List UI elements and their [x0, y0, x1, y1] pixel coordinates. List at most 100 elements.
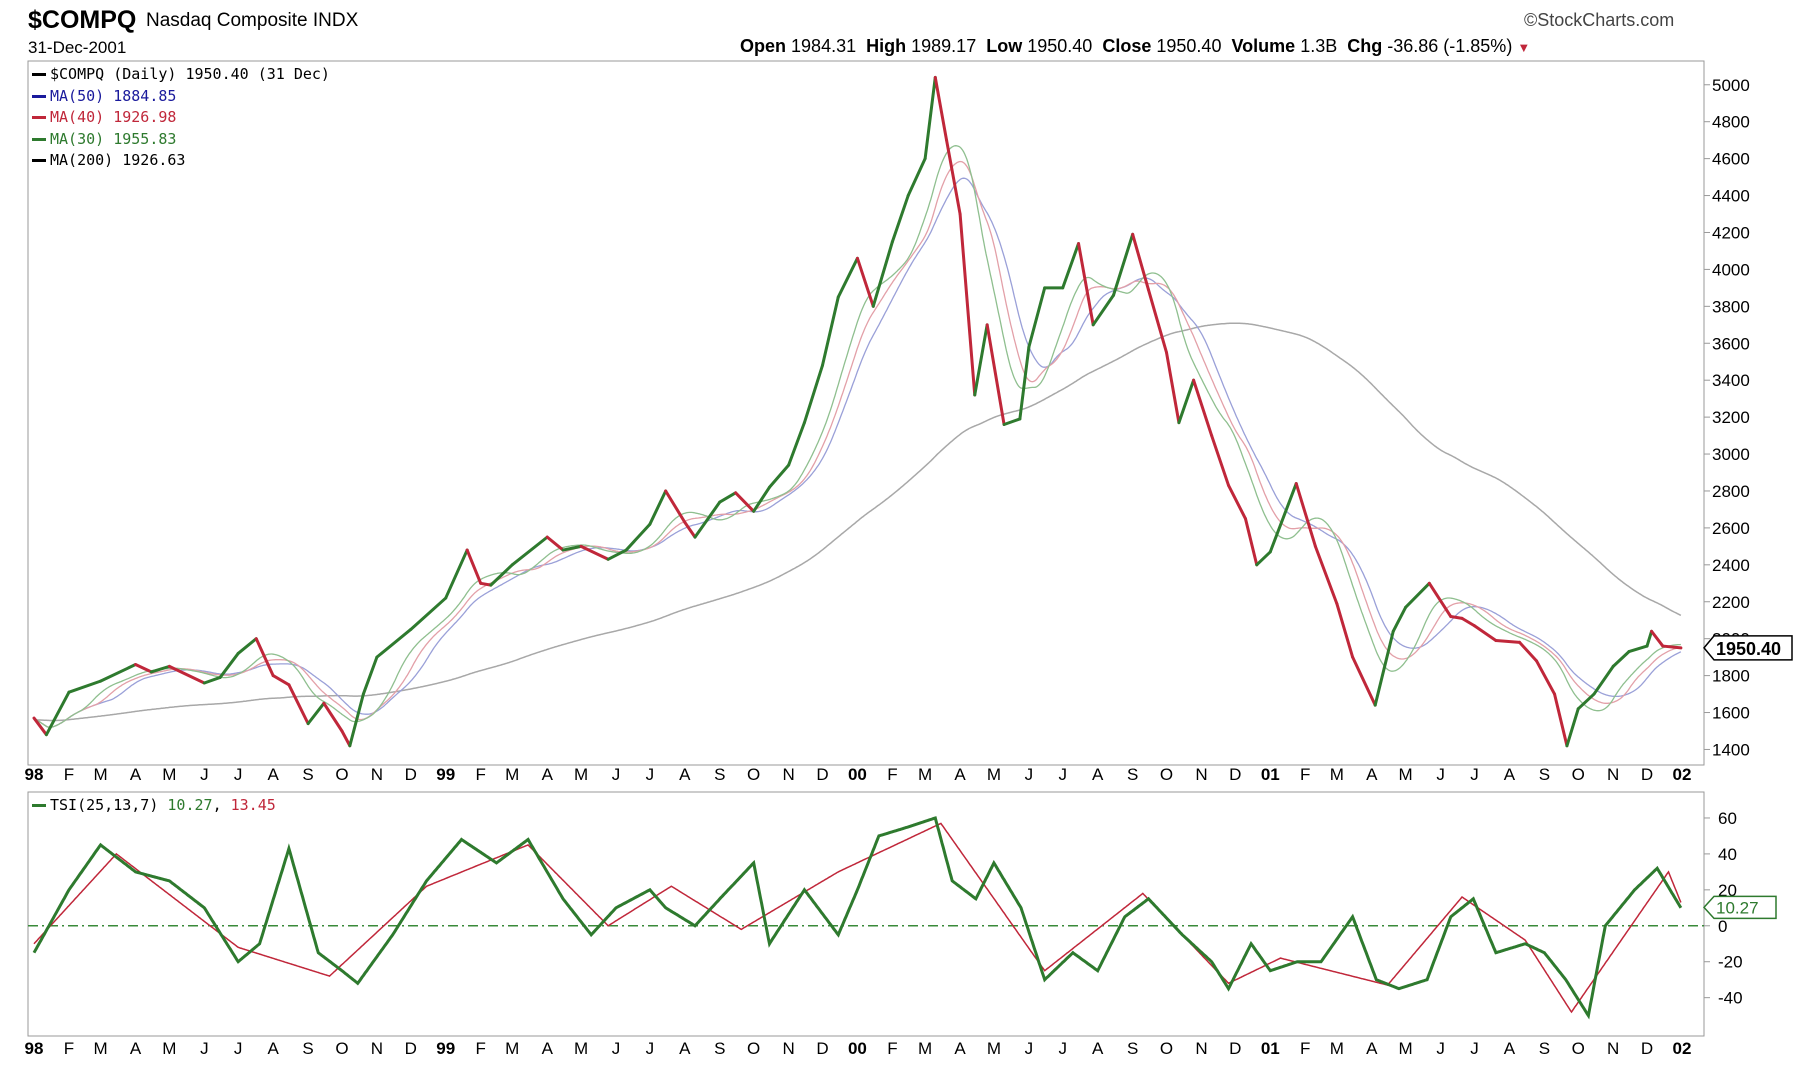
- chg-value: -36.86 (-1.85%): [1387, 36, 1513, 56]
- price-segment: [218, 651, 240, 679]
- price-axis-label: 1800: [1712, 667, 1750, 686]
- tsi-x-axis-label: 02: [1673, 1039, 1692, 1058]
- tsi-x-axis-label: S: [714, 1039, 725, 1058]
- price-x-axis-label: F: [475, 765, 485, 784]
- price-segment: [1077, 242, 1095, 327]
- price-segment: [945, 138, 962, 216]
- price-segment: [1177, 378, 1196, 425]
- tsi-axis-label: 20: [1718, 881, 1737, 900]
- price-x-axis-label: O: [1572, 765, 1585, 784]
- tsi-x-axis-label: D: [1229, 1039, 1241, 1058]
- legend-swatch: [32, 804, 46, 807]
- price-segment: [1255, 550, 1272, 567]
- tsi-axis-label: -40: [1718, 989, 1743, 1008]
- price-segment: [134, 663, 153, 674]
- price-segment: [1243, 517, 1259, 567]
- tsi-x-axis-label: J: [200, 1039, 209, 1058]
- price-segment: [802, 363, 824, 425]
- tsi-x-axis-label: M: [505, 1039, 519, 1058]
- price-segment: [985, 323, 1006, 427]
- price-x-axis-label: A: [954, 765, 966, 784]
- price-x-axis-label: S: [714, 765, 725, 784]
- tsi-value: 10.27: [167, 796, 213, 814]
- tsi-x-axis-label: 98: [25, 1039, 44, 1058]
- price-x-axis-label: M: [987, 765, 1001, 784]
- tsi-signal-line: [33, 822, 1682, 1014]
- price-segment: [348, 692, 365, 748]
- price-segment: [1018, 345, 1031, 421]
- price-x-axis-label: D: [816, 765, 828, 784]
- price-x-axis-label: 99: [436, 765, 455, 784]
- price-segment: [787, 421, 806, 467]
- price-segment: [1449, 615, 1464, 620]
- price-segment: [1227, 483, 1247, 521]
- price-axis-label: 4400: [1712, 187, 1750, 206]
- price-segment: [44, 690, 71, 737]
- price-x-axis-label: M: [918, 765, 932, 784]
- tsi-x-axis-label: O: [747, 1039, 760, 1058]
- price-segment: [1472, 624, 1498, 643]
- price-segment: [933, 75, 949, 142]
- tsi-legend: TSI(25,13,7) 10.27, 13.45: [32, 796, 276, 814]
- price-segment: [906, 157, 927, 198]
- price-axis-label: 2800: [1712, 482, 1750, 501]
- price-segment: [958, 212, 977, 397]
- price-segment: [1592, 664, 1615, 696]
- price-x-axis-label: S: [1539, 765, 1550, 784]
- price-x-axis-label: A: [1366, 765, 1378, 784]
- symbol-title: $COMPQ: [28, 6, 137, 34]
- tsi-axis-label: -20: [1718, 953, 1743, 972]
- legend-label: MA(40) 1926.98: [50, 108, 177, 126]
- tsi-separator: ,: [212, 796, 231, 814]
- price-segment: [1518, 640, 1538, 663]
- price-axis-label: 3200: [1712, 408, 1750, 427]
- price-x-axis-label: F: [64, 765, 74, 784]
- price-x-axis-label: N: [371, 765, 383, 784]
- price-x-axis-label: A: [130, 765, 142, 784]
- tsi-x-axis-label: M: [574, 1039, 588, 1058]
- legend-item-ma50: MA(50) 1884.85: [32, 86, 330, 108]
- price-segment: [465, 548, 483, 585]
- price-segment: [734, 491, 756, 513]
- exchange: INDX: [312, 10, 359, 31]
- price-segment: [271, 674, 291, 687]
- tsi-x-axis-label: J: [1470, 1039, 1479, 1058]
- tsi-value-tag-text: 10.27: [1716, 898, 1759, 917]
- price-segment: [375, 627, 413, 659]
- price-axis-label: 3800: [1712, 297, 1750, 316]
- price-segment: [693, 500, 722, 539]
- price-segment: [409, 596, 448, 631]
- price-segment: [1627, 644, 1649, 654]
- ma30-line: [33, 145, 1681, 728]
- price-x-axis-label: S: [302, 765, 313, 784]
- price-axis-label: 4000: [1712, 260, 1750, 279]
- price-x-axis-label: 02: [1673, 765, 1692, 784]
- price-segment: [1553, 692, 1569, 748]
- tsi-x-axis-label: J: [612, 1039, 621, 1058]
- close-value: 1950.40: [1156, 36, 1222, 56]
- price-segment: [444, 548, 469, 600]
- price-segment: [1210, 434, 1231, 487]
- price-segment: [1611, 650, 1631, 668]
- open-value: 1984.31: [791, 36, 857, 56]
- price-segment: [890, 194, 910, 244]
- legend-item-compq: $COMPQ (Daily) 1950.40 (31 Dec): [32, 64, 330, 86]
- tsi-x-axis-label: J: [234, 1039, 243, 1058]
- price-x-axis-label: F: [1300, 765, 1310, 784]
- source-watermark: ©StockCharts.com: [1524, 10, 1674, 31]
- price-value-tag: [1703, 635, 1793, 661]
- price-x-axis-label: M: [162, 765, 176, 784]
- price-x-axis-label: J: [646, 765, 655, 784]
- price-x-axis-label: A: [1504, 765, 1516, 784]
- tsi-x-axis-label: N: [371, 1039, 383, 1058]
- price-segment: [254, 637, 275, 678]
- price-segment: [236, 637, 258, 655]
- price-segment: [1391, 605, 1408, 633]
- price-x-axis-label: J: [612, 765, 621, 784]
- legend-label: MA(50) 1884.85: [50, 86, 177, 105]
- price-segment: [624, 522, 652, 552]
- legend-swatch: [32, 137, 46, 141]
- close-label: Close: [1102, 36, 1152, 56]
- low-label: Low: [986, 36, 1023, 56]
